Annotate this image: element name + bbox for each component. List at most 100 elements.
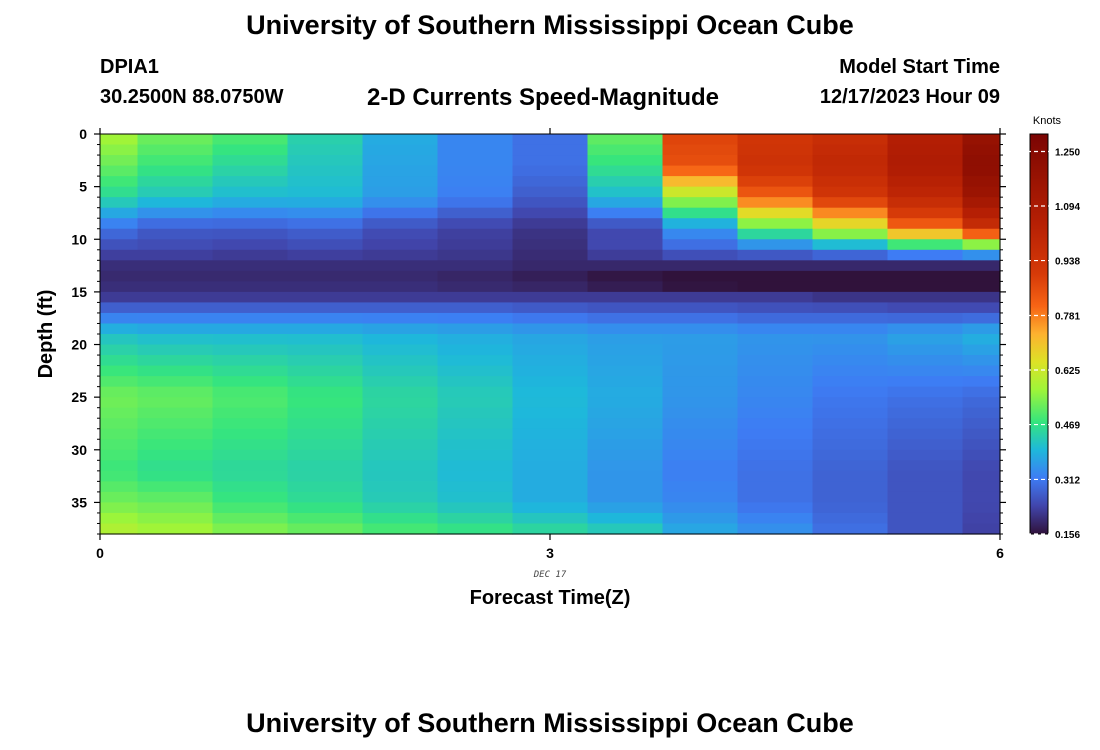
heatmap-cell xyxy=(737,428,814,440)
heatmap-cell xyxy=(962,481,1001,493)
heatmap-cell xyxy=(287,439,364,451)
colorbar-unit: Knots xyxy=(1033,115,1062,127)
heatmap-cell xyxy=(212,144,289,156)
heatmap-cell xyxy=(137,260,214,272)
heatmap-cell xyxy=(587,334,664,346)
heatmap-cell xyxy=(287,323,364,335)
heatmap-cell xyxy=(212,228,289,240)
heatmap-cell xyxy=(662,502,739,514)
heatmap-cell xyxy=(812,323,889,335)
heatmap-cell xyxy=(137,344,214,356)
heatmap-cell xyxy=(362,376,439,388)
heatmap-cell xyxy=(212,376,289,388)
heatmap-cell xyxy=(437,228,514,240)
heatmap-cell xyxy=(137,397,214,409)
heatmap-cell xyxy=(362,365,439,377)
heatmap-cell xyxy=(100,249,139,261)
heatmap-cell xyxy=(287,239,364,251)
heatmap-cell xyxy=(962,512,1001,525)
heatmap-cell xyxy=(887,260,964,272)
heatmap-cell xyxy=(212,344,289,356)
heatmap-cell xyxy=(362,155,439,167)
heatmap-cell xyxy=(287,418,364,430)
heatmap-cell xyxy=(812,291,889,304)
heatmap-cell xyxy=(737,491,814,504)
heatmap-cell xyxy=(137,165,214,177)
heatmap-cell xyxy=(100,291,139,304)
heatmap-cell xyxy=(887,144,964,156)
heatmap-cell xyxy=(512,481,589,493)
heatmap-cell xyxy=(100,165,139,177)
heatmap-cell xyxy=(812,312,889,325)
heatmap-cell xyxy=(212,428,289,440)
heatmap-cell xyxy=(362,428,439,440)
heatmap-cell xyxy=(962,281,1001,293)
heatmap-cell xyxy=(737,481,814,493)
heatmap-cell xyxy=(962,239,1001,251)
heatmap-cell xyxy=(512,365,589,377)
heatmap-cell xyxy=(887,239,964,251)
heatmap-cell xyxy=(662,249,739,261)
heatmap-cell xyxy=(662,407,739,419)
heatmap-cell xyxy=(100,355,139,367)
heatmap-cell xyxy=(887,207,964,219)
heatmap-cell xyxy=(812,502,889,514)
heatmap-cell xyxy=(587,344,664,356)
heatmap-cell xyxy=(887,376,964,388)
heatmap-cell xyxy=(212,397,289,409)
heatmap-cell xyxy=(662,523,739,535)
heatmap-cell xyxy=(887,512,964,525)
heatmap-cell xyxy=(512,155,589,167)
heatmap-cell xyxy=(737,449,814,461)
heatmap-cell xyxy=(812,407,889,419)
heatmap-cell xyxy=(962,186,1001,198)
heatmap-cell xyxy=(362,302,439,314)
heatmap-cell xyxy=(812,397,889,409)
heatmap-cell xyxy=(812,270,889,282)
heatmap-cell xyxy=(512,344,589,356)
heatmap-cell xyxy=(662,165,739,177)
heatmap-cell xyxy=(287,144,364,156)
heatmap-cell xyxy=(962,270,1001,282)
heatmap-cell xyxy=(962,165,1001,177)
heatmap-cell xyxy=(137,491,214,504)
y-tick-label: 20 xyxy=(71,337,87,353)
heatmap-cell xyxy=(437,470,514,482)
heatmap-cell xyxy=(287,481,364,493)
heatmap-cell xyxy=(137,334,214,346)
heatmap-cell xyxy=(887,228,964,240)
heatmap-cell xyxy=(812,197,889,209)
heatmap-cell xyxy=(662,365,739,377)
heatmap-cell xyxy=(212,334,289,346)
heatmap-cell xyxy=(100,312,139,325)
heatmap-cell xyxy=(512,228,589,240)
heatmap-cell xyxy=(212,302,289,314)
heatmap-cell xyxy=(737,207,814,219)
heatmap-cell xyxy=(737,418,814,430)
heatmap-cell xyxy=(737,186,814,198)
heatmap-cell xyxy=(887,323,964,335)
heatmap-cell xyxy=(512,302,589,314)
heatmap-cell xyxy=(362,397,439,409)
heatmap-cell xyxy=(212,512,289,525)
heatmap-cell xyxy=(512,470,589,482)
heatmap-cell xyxy=(512,239,589,251)
heatmap-cell xyxy=(887,481,964,493)
heatmap-cell xyxy=(812,460,889,472)
heatmap-cell xyxy=(137,439,214,451)
heatmap-cell xyxy=(137,291,214,304)
heatmap-cell xyxy=(512,197,589,209)
heatmap-cell xyxy=(437,144,514,156)
heatmap-cell xyxy=(100,155,139,167)
heatmap-cell xyxy=(137,386,214,398)
heatmap-cell xyxy=(962,439,1001,451)
heatmap-cell xyxy=(512,144,589,156)
heatmap-cell xyxy=(887,270,964,282)
heatmap-cell xyxy=(437,281,514,293)
y-tick-label: 15 xyxy=(71,284,87,300)
heatmap-cell xyxy=(100,439,139,451)
heatmap-cell xyxy=(512,386,589,398)
heatmap-cell xyxy=(100,186,139,198)
heatmap-cell xyxy=(100,376,139,388)
heatmap-cell xyxy=(812,386,889,398)
